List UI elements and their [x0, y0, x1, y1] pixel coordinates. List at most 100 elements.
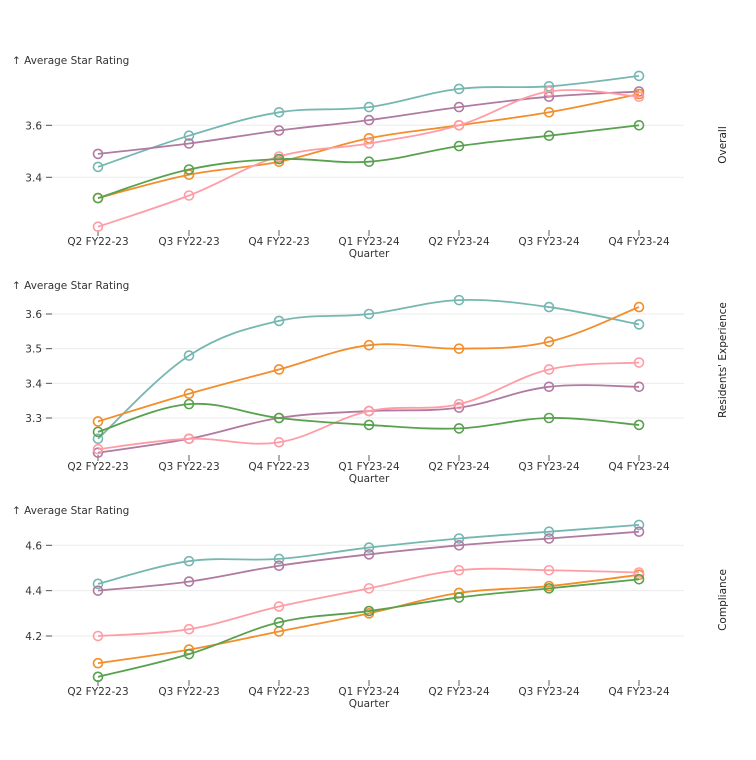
data-point — [453, 402, 465, 413]
series-teal — [92, 294, 645, 445]
data-point — [363, 101, 375, 113]
data-point — [92, 657, 104, 669]
series-green — [92, 398, 645, 438]
series-orange — [92, 301, 645, 427]
data-point — [273, 315, 285, 327]
x-tick-label: Q4 FY22-23 — [248, 461, 309, 473]
x-tick-label: Q4 FY23-24 — [608, 686, 670, 698]
series-line — [97, 75, 640, 168]
data-point — [543, 526, 555, 537]
data-point — [543, 336, 555, 348]
series-line — [97, 93, 640, 199]
data-point — [183, 433, 195, 445]
series-teal — [92, 519, 645, 590]
data-point — [543, 533, 555, 544]
data-point — [92, 447, 104, 458]
data-point — [633, 120, 645, 131]
data-point — [92, 221, 104, 232]
data-point — [183, 576, 195, 587]
data-point — [363, 419, 375, 431]
data-point — [633, 574, 645, 585]
x-tick-label: Q2 FY22-23 — [67, 236, 128, 248]
data-point — [183, 130, 195, 141]
data-point — [453, 533, 465, 544]
x-tick-label: Q1 FY23-24 — [338, 686, 400, 698]
data-point — [273, 364, 285, 375]
data-point — [273, 553, 285, 565]
data-point — [363, 156, 375, 167]
data-point — [633, 70, 645, 82]
data-point — [92, 578, 104, 590]
data-point — [92, 671, 104, 683]
data-point — [453, 539, 465, 551]
y-tick-label: 3.6 — [25, 309, 42, 321]
data-point — [183, 138, 195, 149]
data-point — [363, 605, 375, 617]
data-point — [453, 101, 465, 113]
data-point — [543, 412, 555, 424]
y-axis-title: ↑ Average Star Rating — [12, 55, 129, 67]
data-point — [273, 617, 285, 628]
series-line — [97, 523, 640, 585]
y-tick-label: 4.2 — [25, 631, 42, 643]
series-line — [97, 402, 640, 433]
series-purple — [92, 526, 645, 596]
data-point — [633, 519, 645, 531]
x-tick-label: Q2 FY22-23 — [67, 461, 128, 473]
series-line — [97, 361, 640, 451]
data-point — [363, 405, 375, 417]
data-point — [543, 86, 555, 97]
data-point — [92, 443, 104, 455]
data-point — [183, 555, 195, 567]
data-point — [453, 83, 465, 95]
data-point — [273, 107, 285, 118]
facet-label: Overall — [717, 126, 729, 164]
data-point — [363, 542, 375, 553]
x-tick-label: Q4 FY23-24 — [608, 236, 670, 248]
data-point — [633, 319, 645, 330]
x-tick-label: Q2 FY23-24 — [428, 236, 490, 248]
x-axis-title: Quarter — [349, 698, 390, 710]
data-point — [543, 364, 555, 375]
y-tick-label: 3.4 — [25, 378, 42, 390]
data-point — [273, 153, 285, 165]
x-tick-label: Q3 FY22-23 — [158, 461, 219, 473]
data-point — [92, 148, 104, 160]
data-point — [633, 381, 645, 393]
data-point — [543, 130, 555, 141]
data-point — [92, 161, 104, 173]
series-line — [97, 306, 640, 423]
data-point — [453, 120, 465, 131]
data-point — [633, 526, 645, 537]
x-tick-label: Q3 FY23-24 — [518, 236, 580, 248]
y-tick-label: 4.6 — [25, 540, 42, 552]
data-point — [92, 585, 104, 596]
series-orange — [92, 569, 645, 669]
data-point — [92, 630, 104, 642]
y-tick-label: 3.6 — [25, 120, 42, 132]
series-line — [97, 567, 640, 637]
data-point — [633, 301, 645, 313]
series-green — [92, 120, 645, 204]
series-line — [97, 530, 640, 592]
data-point — [183, 648, 195, 660]
data-point — [453, 294, 465, 306]
series-pink — [92, 357, 645, 455]
series-line — [97, 124, 640, 199]
x-tick-label: Q1 FY23-24 — [338, 461, 400, 473]
series-line — [97, 578, 640, 678]
data-point — [363, 308, 375, 320]
y-axis-title: ↑ Average Star Rating — [12, 280, 129, 292]
data-point — [453, 140, 465, 152]
x-axis-title: Quarter — [349, 248, 390, 260]
x-tick-label: Q3 FY22-23 — [158, 236, 219, 248]
data-point — [363, 138, 375, 149]
data-point — [453, 423, 465, 434]
data-point — [273, 412, 285, 424]
series-green — [92, 574, 645, 683]
x-tick-label: Q2 FY22-23 — [67, 686, 128, 698]
data-point — [183, 190, 195, 201]
data-point — [92, 426, 104, 438]
data-point — [363, 583, 375, 594]
